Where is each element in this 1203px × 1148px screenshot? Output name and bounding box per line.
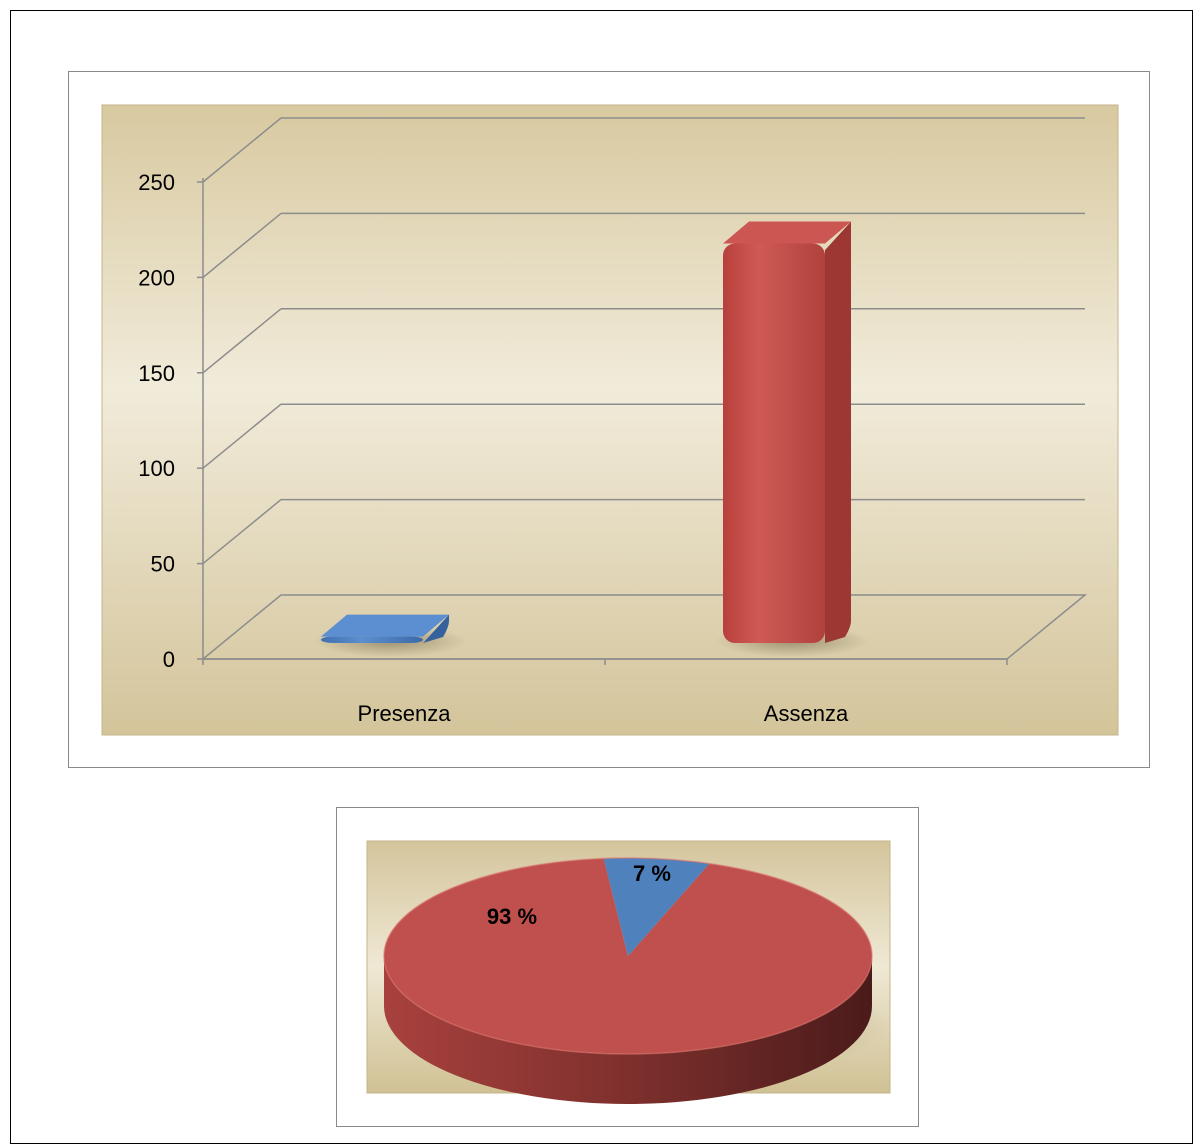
plot-background xyxy=(101,104,1119,736)
gridline-diagonal xyxy=(202,117,282,183)
pie-rim xyxy=(383,857,873,1055)
bar-presenza xyxy=(313,614,467,657)
gridline-diagonal xyxy=(202,308,282,374)
pie-side xyxy=(384,956,872,1104)
bars xyxy=(313,221,869,657)
gridline-diagonal xyxy=(202,403,282,469)
pie-slice-assenza xyxy=(384,858,872,1054)
y-tick-label: 250 xyxy=(138,170,175,195)
bar-top xyxy=(321,614,449,637)
bar-chart-frame: 0 50 100 150 200 250 Presenza Assenza xyxy=(68,71,1150,768)
pie-chart-frame: 7 % 93 % xyxy=(336,807,919,1127)
bar-top xyxy=(723,221,851,244)
bar-chart: 0 50 100 150 200 250 Presenza Assenza xyxy=(101,104,1119,736)
y-tick-label: 50 xyxy=(151,552,175,577)
gridline-diagonal xyxy=(202,212,282,278)
bar-front xyxy=(723,243,825,644)
pie-chart: 7 % 93 % xyxy=(366,840,892,1104)
pie-slices: 7 % 93 % xyxy=(383,857,892,1104)
bar-assenza xyxy=(715,221,869,657)
tick-labels: 0 50 100 150 200 250 Presenza Assenza xyxy=(138,170,849,726)
pie-label-assenza: 93 % xyxy=(487,904,537,929)
x-tick-label: Assenza xyxy=(764,701,849,726)
bar-front xyxy=(321,636,423,643)
y-tick-label: 0 xyxy=(163,647,175,672)
axes xyxy=(197,178,1008,665)
y-tick-label: 200 xyxy=(138,265,175,290)
y-tick-label: 150 xyxy=(138,361,175,386)
bar-side xyxy=(423,614,449,644)
bar-side xyxy=(825,221,851,644)
gridlines xyxy=(200,117,1088,660)
pie-slice-presenza xyxy=(603,858,710,956)
gridline-diagonal xyxy=(202,499,282,565)
page-frame xyxy=(10,10,1193,1144)
pie-label-presenza: 7 % xyxy=(633,861,671,886)
x-tick-label: Presenza xyxy=(358,701,452,726)
y-tick-label: 100 xyxy=(138,456,175,481)
